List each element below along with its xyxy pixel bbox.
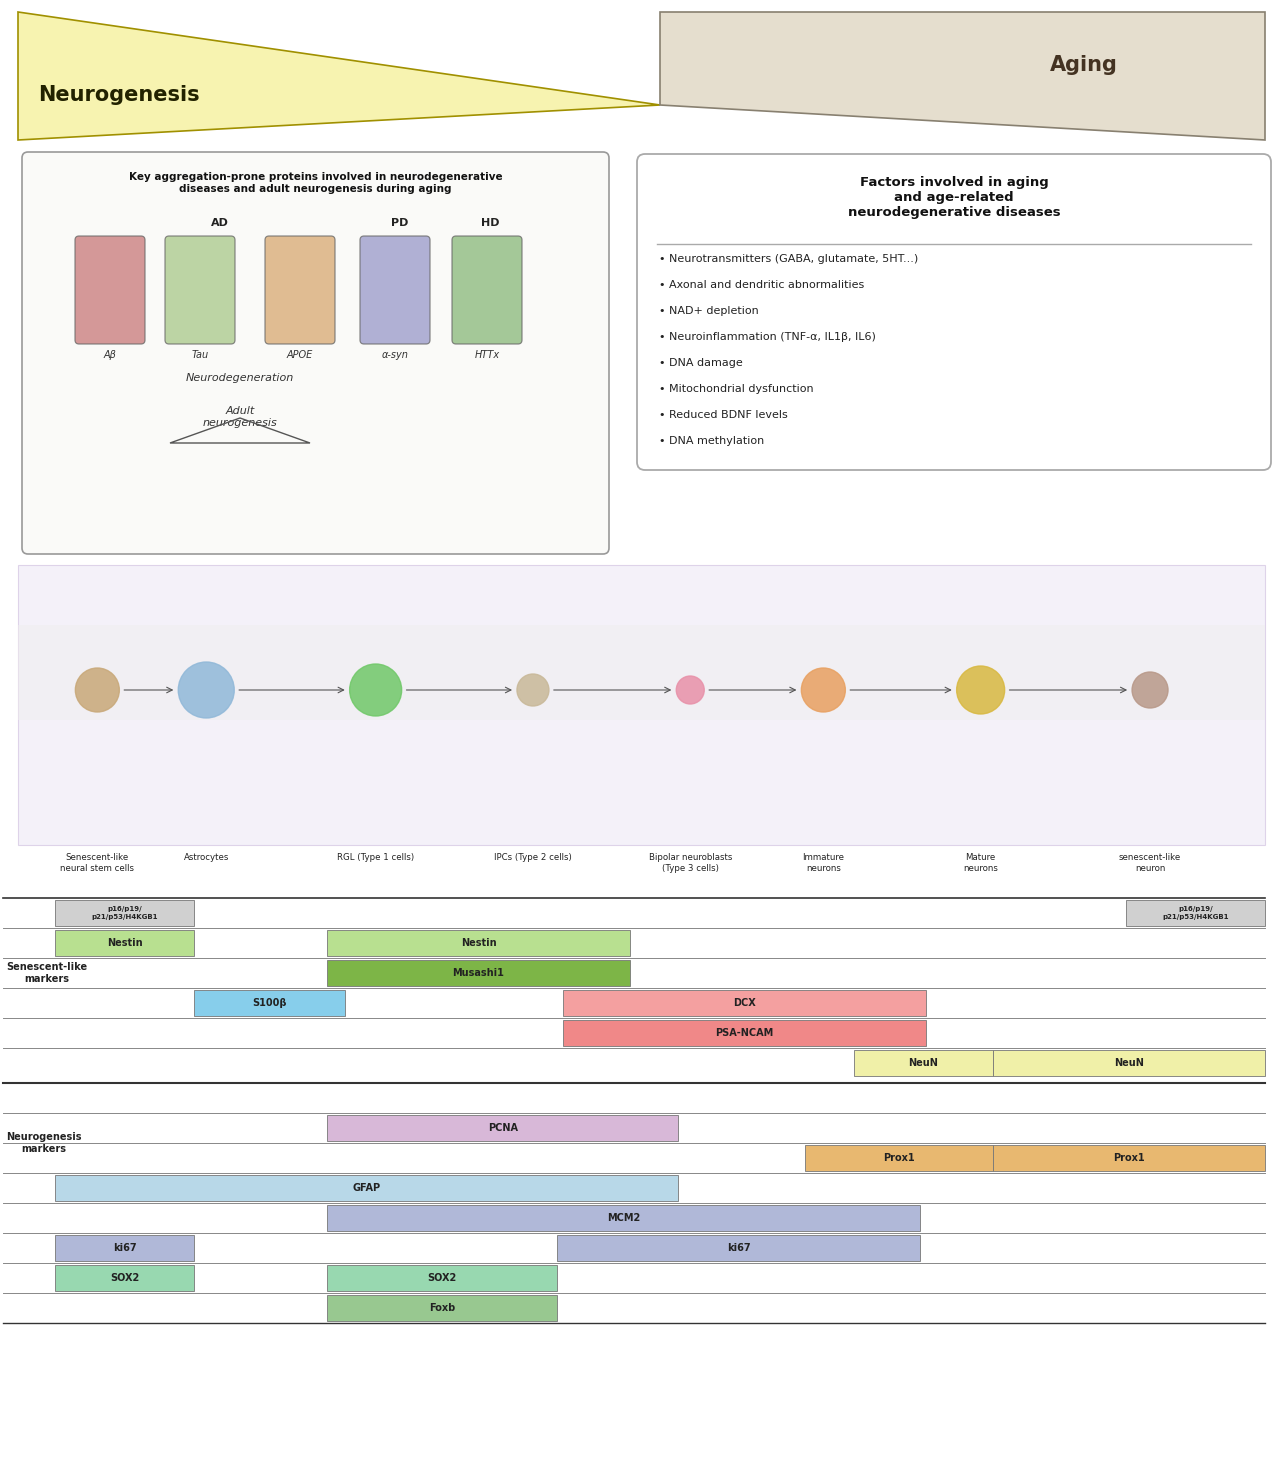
Text: Aβ: Aβ (104, 350, 117, 360)
Text: • DNA damage: • DNA damage (659, 358, 743, 369)
Bar (18, 565, 1265, 845)
Text: Prox1: Prox1 (883, 1152, 915, 1163)
Circle shape (178, 661, 235, 718)
FancyBboxPatch shape (452, 236, 522, 344)
Bar (563, 989, 926, 1016)
Bar (853, 1050, 993, 1077)
Bar (55, 1265, 194, 1291)
Text: HD: HD (481, 219, 499, 227)
Text: • Reduced BDNF levels: • Reduced BDNF levels (659, 409, 788, 420)
Bar (55, 930, 194, 956)
Text: • Axonal and dendritic abnormalities: • Axonal and dendritic abnormalities (659, 280, 865, 290)
Text: Immature
neurons: Immature neurons (802, 852, 844, 873)
Text: ki67: ki67 (727, 1243, 751, 1253)
Circle shape (676, 676, 704, 704)
Bar (993, 1145, 1265, 1171)
Text: Key aggregation-prone proteins involved in neurodegenerative
diseases and adult : Key aggregation-prone proteins involved … (128, 172, 503, 194)
Text: α-syn: α-syn (381, 350, 408, 360)
Bar (327, 1265, 557, 1291)
Text: senescent-like
neuron: senescent-like neuron (1119, 852, 1182, 873)
Bar (327, 930, 630, 956)
Bar (327, 960, 630, 986)
Text: Neurogenesis: Neurogenesis (38, 85, 200, 105)
Bar (55, 1174, 679, 1201)
Bar (563, 1020, 926, 1046)
Text: • DNA methylation: • DNA methylation (659, 436, 765, 446)
Bar (55, 900, 194, 927)
Text: DCX: DCX (734, 998, 756, 1008)
Text: HTTx: HTTx (475, 350, 499, 360)
Circle shape (517, 675, 549, 707)
Text: PSA-NCAM: PSA-NCAM (716, 1029, 774, 1037)
Text: Neurodegeneration: Neurodegeneration (186, 373, 294, 383)
FancyBboxPatch shape (74, 236, 145, 344)
Bar (557, 1236, 920, 1260)
Circle shape (802, 667, 845, 712)
Bar (18, 625, 1265, 720)
FancyBboxPatch shape (22, 152, 609, 554)
Text: Bipolar neuroblasts
(Type 3 cells): Bipolar neuroblasts (Type 3 cells) (649, 852, 731, 873)
Text: Mature
neurons: Mature neurons (964, 852, 998, 873)
Text: RGL (Type 1 cells): RGL (Type 1 cells) (337, 852, 414, 863)
Bar (993, 1050, 1265, 1077)
Text: Nestin: Nestin (106, 938, 142, 949)
Text: Adult
neurogenesis: Adult neurogenesis (203, 407, 277, 427)
Text: Nestin: Nestin (461, 938, 497, 949)
Text: • Mitochondrial dysfunction: • Mitochondrial dysfunction (659, 385, 813, 393)
Text: • NAD+ depletion: • NAD+ depletion (659, 306, 758, 316)
Circle shape (76, 667, 119, 712)
Circle shape (350, 664, 402, 715)
Text: S100β: S100β (253, 998, 287, 1008)
Text: • Neurotransmitters (GABA, glutamate, 5HT...): • Neurotransmitters (GABA, glutamate, 5H… (659, 254, 919, 264)
Text: SOX2: SOX2 (110, 1273, 139, 1284)
Text: • Neuroinflammation (TNF-α, IL1β, IL6): • Neuroinflammation (TNF-α, IL1β, IL6) (659, 332, 876, 342)
Text: APOE: APOE (287, 350, 313, 360)
Text: Prox1: Prox1 (1114, 1152, 1144, 1163)
Bar (55, 1236, 194, 1260)
Text: NeuN: NeuN (1114, 1058, 1144, 1068)
Text: Neurogenesis
markers: Neurogenesis markers (6, 1132, 82, 1154)
Bar (327, 1205, 920, 1231)
Text: MCM2: MCM2 (607, 1214, 640, 1222)
Text: Foxb: Foxb (429, 1303, 455, 1313)
FancyBboxPatch shape (361, 236, 430, 344)
Text: AD: AD (212, 219, 228, 227)
Text: NeuN: NeuN (908, 1058, 938, 1068)
FancyBboxPatch shape (166, 236, 235, 344)
Text: p16/p19/
p21/p53/H4KGB1: p16/p19/ p21/p53/H4KGB1 (1162, 906, 1229, 919)
Text: PCNA: PCNA (488, 1123, 518, 1134)
Text: PD: PD (391, 219, 409, 227)
Text: Factors involved in aging
and age-related
neurodegenerative diseases: Factors involved in aging and age-relate… (848, 176, 1060, 219)
Circle shape (957, 666, 1005, 714)
Text: SOX2: SOX2 (427, 1273, 457, 1284)
Text: ki67: ki67 (113, 1243, 136, 1253)
Text: Astrocytes: Astrocytes (183, 852, 228, 863)
Text: GFAP: GFAP (353, 1183, 381, 1193)
Bar (806, 1145, 993, 1171)
Text: Musashi1: Musashi1 (453, 967, 504, 978)
FancyBboxPatch shape (636, 154, 1271, 471)
Polygon shape (659, 12, 1265, 140)
Circle shape (1132, 672, 1168, 708)
Bar (327, 1115, 679, 1141)
Text: p16/p19/
p21/p53/H4KGB1: p16/p19/ p21/p53/H4KGB1 (91, 906, 158, 919)
Text: Aging: Aging (1049, 55, 1117, 74)
Text: Senescent-like
neural stem cells: Senescent-like neural stem cells (60, 852, 135, 873)
FancyBboxPatch shape (266, 236, 335, 344)
Bar (327, 1295, 557, 1321)
Bar (194, 989, 345, 1016)
Bar (1126, 900, 1265, 927)
Text: Senescent-like
markers: Senescent-like markers (6, 962, 87, 983)
Text: IPCs (Type 2 cells): IPCs (Type 2 cells) (494, 852, 572, 863)
Polygon shape (18, 12, 659, 140)
Text: Tau: Tau (191, 350, 209, 360)
